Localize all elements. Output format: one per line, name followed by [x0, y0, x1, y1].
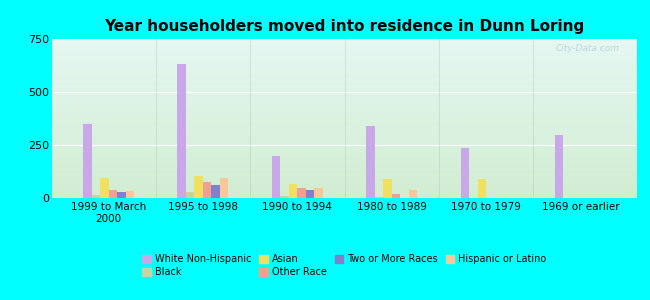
Bar — [392, 194, 400, 198]
Bar — [461, 148, 469, 198]
Bar — [409, 190, 417, 198]
Bar — [194, 176, 203, 198]
Bar — [289, 184, 297, 198]
Bar — [177, 64, 186, 198]
Bar — [109, 190, 117, 198]
Bar — [125, 190, 134, 198]
Bar — [92, 195, 100, 198]
Bar — [306, 190, 315, 198]
Bar — [374, 197, 384, 198]
Bar — [220, 178, 228, 198]
Bar — [186, 192, 194, 198]
Bar — [384, 179, 392, 198]
Bar — [83, 124, 92, 198]
Bar — [280, 196, 289, 198]
Text: City-Data.com: City-Data.com — [556, 44, 619, 53]
Bar — [211, 185, 220, 198]
Bar — [478, 179, 486, 198]
Bar — [555, 136, 564, 198]
Bar — [100, 178, 109, 198]
Bar — [366, 126, 374, 198]
Title: Year householders moved into residence in Dunn Loring: Year householders moved into residence i… — [105, 19, 584, 34]
Bar — [297, 188, 306, 198]
Bar — [117, 192, 125, 198]
Bar — [315, 188, 323, 198]
Legend: White Non-Hispanic, Black, Asian, Other Race, Two or More Races, Hispanic or Lat: White Non-Hispanic, Black, Asian, Other … — [138, 250, 551, 281]
Bar — [272, 156, 280, 198]
Bar — [203, 182, 211, 198]
